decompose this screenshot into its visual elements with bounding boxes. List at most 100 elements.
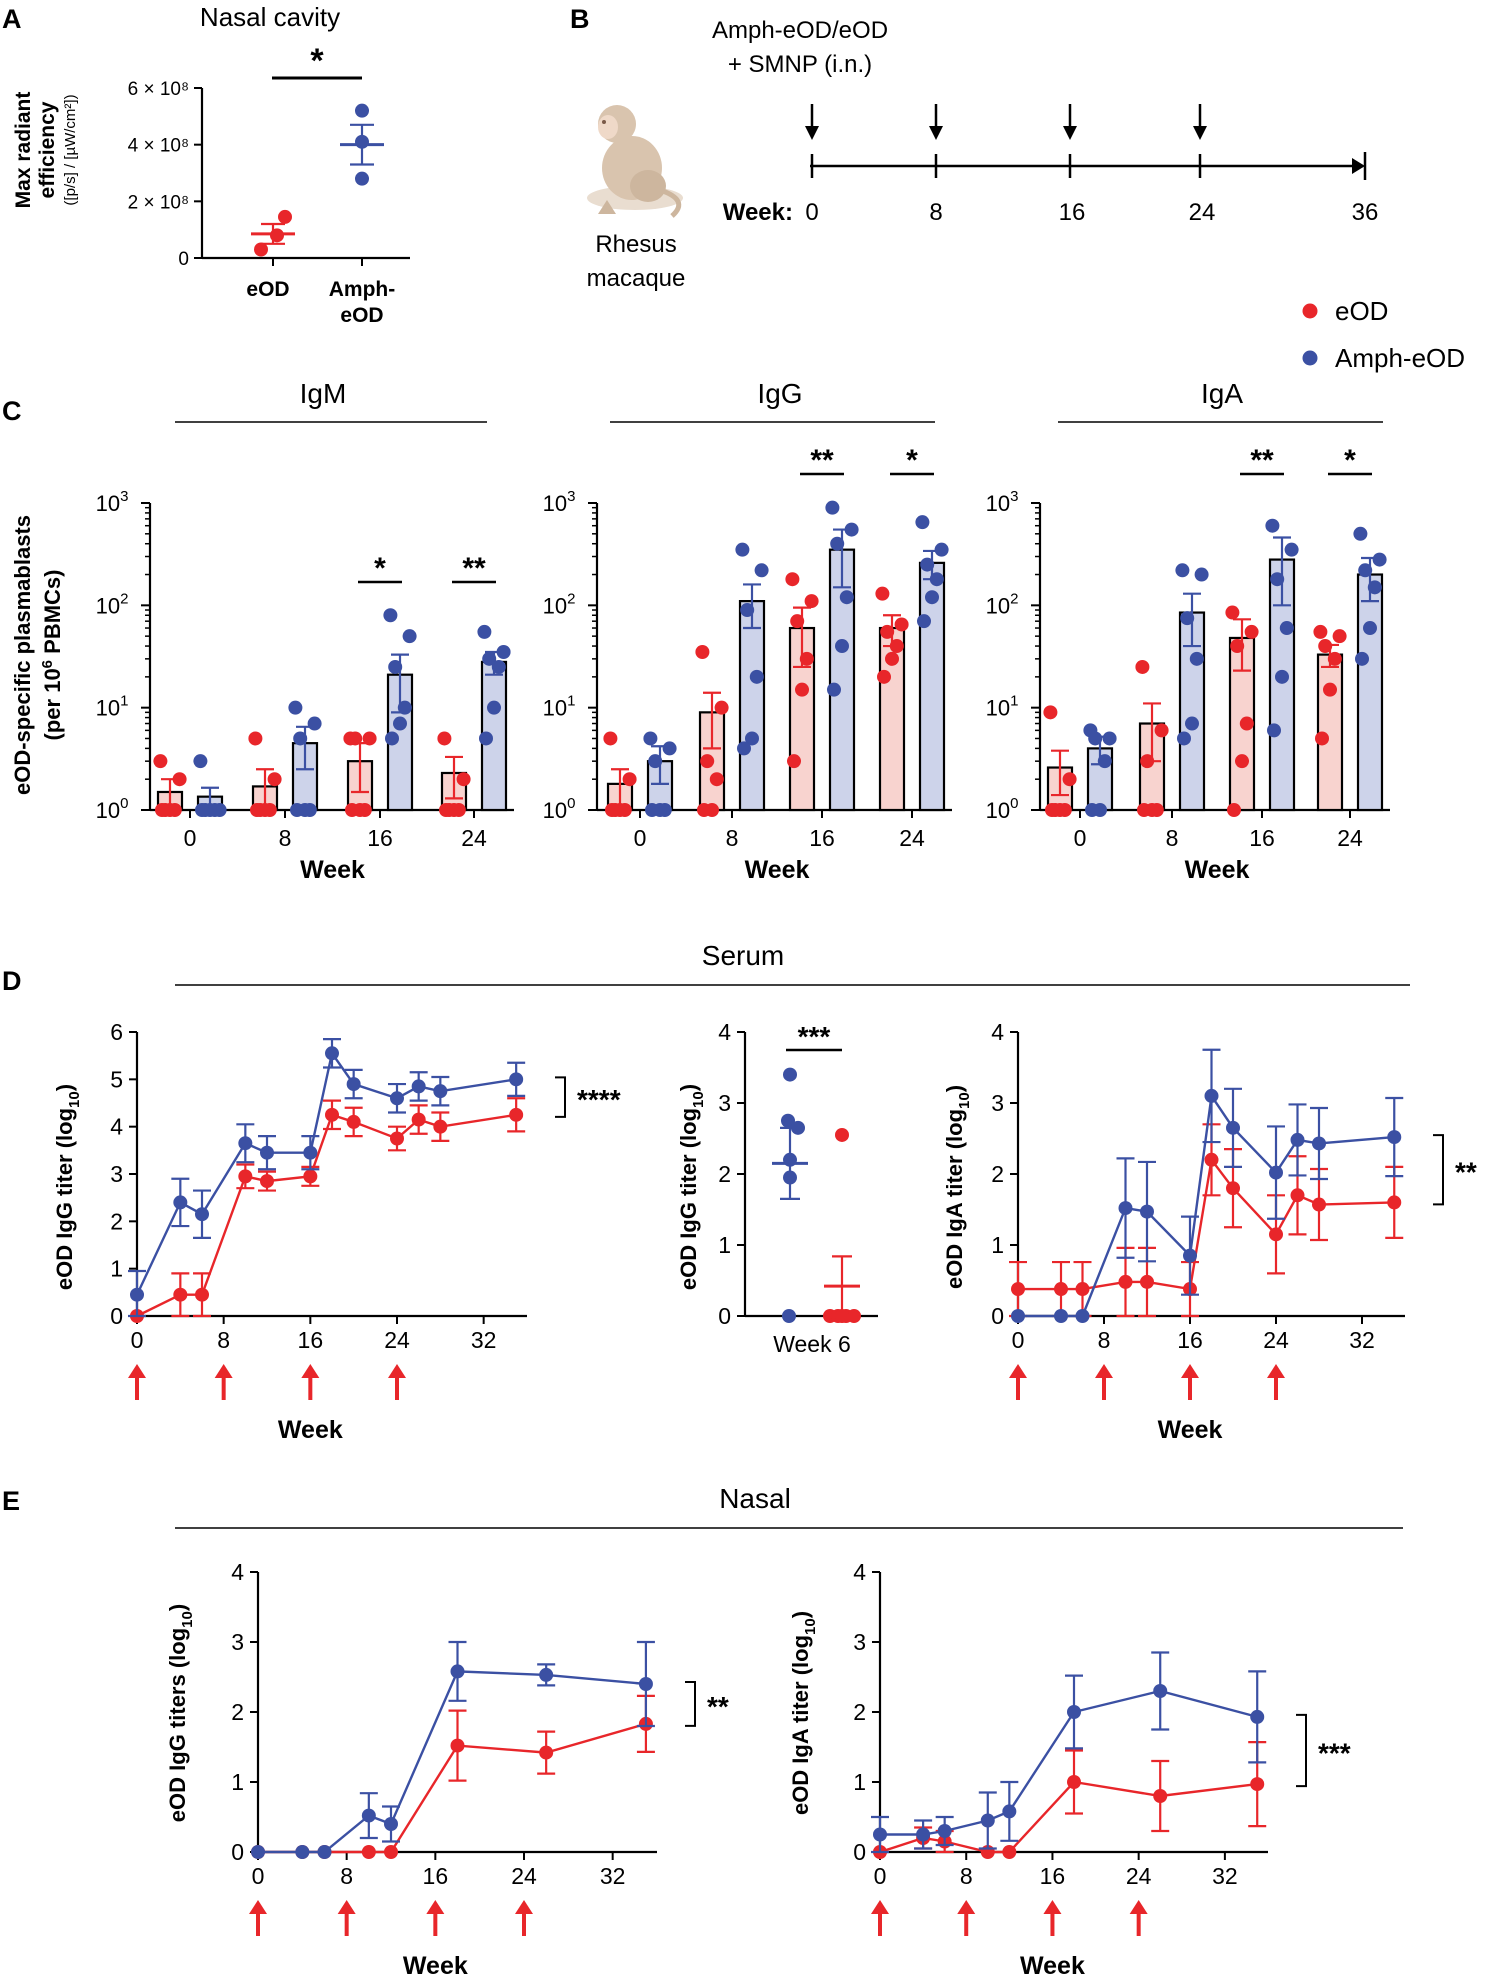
e-igg-sig-stars: **: [707, 1691, 729, 1722]
panel-c-data-point: [697, 803, 711, 817]
panel-e: E Nasal eOD IgG titers (log10) eOD IgA t…: [2, 1483, 1403, 1980]
e-iga-ytick-label: 3: [853, 1629, 866, 1655]
d-iga-data-point: [1312, 1197, 1326, 1212]
panel-c-data-point: [1140, 754, 1155, 769]
e-igg-data-point: [361, 1808, 376, 1823]
panel-c-data-point: [479, 731, 493, 746]
panel-c-data-point: [195, 803, 209, 817]
panel-c-data-point: [920, 557, 935, 572]
d-iga-xtick-label: 16: [1177, 1327, 1203, 1353]
panel-c-data-point: [709, 772, 724, 787]
panel-c-data-point: [1227, 803, 1241, 817]
panel-c-data-point: [348, 731, 363, 746]
panel-c-data-point: [894, 617, 909, 632]
e-iga-xlabel: Week: [1020, 1952, 1085, 1980]
e-igg-sig-bracket: [685, 1681, 696, 1727]
week6-data-point: [847, 1309, 861, 1323]
panel-c-bar: [878, 626, 906, 812]
d-igg-data-point: [509, 1072, 524, 1087]
week6-data-point: [783, 1067, 797, 1082]
d-igg-data-point: [433, 1119, 448, 1134]
panel-c-data-point: [482, 651, 497, 666]
e-igg-data-point: [539, 1745, 554, 1760]
d-iga-data-point: [1054, 1309, 1068, 1323]
panel-c-data-point: [830, 536, 845, 551]
panel-c-data-point: [795, 682, 809, 697]
panel-d: D Serum eOD IgG titer (log10) eOD IgG ti…: [2, 940, 1477, 1444]
panel-c-ytick-label: 103: [96, 488, 129, 516]
panel-b-animal-2: macaque: [587, 265, 686, 292]
d-iga-xtick-label: 24: [1263, 1327, 1289, 1353]
panel-c-data-point: [1154, 723, 1169, 738]
d-igg-vaccination-arrow-head: [301, 1364, 320, 1378]
d-igg-data-point: [303, 1169, 318, 1184]
week6-data-point: [835, 1127, 849, 1142]
panel-c-data-point: [290, 803, 304, 817]
d-iga-data-point: [1312, 1136, 1326, 1151]
panel-c-data-point: [193, 754, 208, 769]
panel-c-xlabel: Week: [300, 856, 365, 884]
e-iga-data-point: [937, 1824, 952, 1838]
panel-b-treatment-2: + SMNP (i.n.): [728, 51, 872, 78]
panel-c-ytick-exp: 2: [567, 590, 575, 607]
panel-c-ytick-label: 102: [986, 590, 1019, 618]
d-iga-xtick-label: 8: [1098, 1327, 1111, 1353]
e-iga-vaccination-arrow-head: [1043, 1900, 1062, 1914]
panel-a-ytick-label: 6 × 10⁸: [128, 79, 189, 100]
e-igg-xtick-label: 32: [600, 1863, 626, 1889]
panel-c-xtick-label: 24: [1337, 825, 1363, 851]
week6-ytick-label: 3: [718, 1090, 731, 1116]
e-iga-sig-bracket: [1296, 1713, 1307, 1788]
panel-c-ytick-base: 10: [96, 491, 120, 516]
panel-c-data-point: [1367, 580, 1382, 595]
panel-c-ytick-exp: 0: [567, 795, 575, 812]
panel-c-data-point: [477, 624, 492, 639]
panel-e-nasal-iga: 0 1 2 3 4 0 8 16 24 32 Week ***: [853, 1559, 1351, 1980]
panel-c-ytick-base: 10: [543, 696, 567, 721]
panel-c-ytick-exp: 1: [120, 693, 128, 710]
d-igg-data-point: [260, 1174, 274, 1189]
panel-c-data-point: [248, 731, 263, 746]
e-igg-ytick-label: 2: [231, 1699, 244, 1725]
d-igg-vaccination-arrow-head: [128, 1364, 146, 1378]
panel-letter-a: A: [2, 4, 22, 34]
panel-c-bar: [1356, 573, 1384, 812]
panel-a-ylabel-1: Max radiant: [12, 92, 35, 209]
panel-c-data-point: [1327, 651, 1342, 666]
timeline-arrowhead: [1352, 158, 1365, 174]
panel-c-data-point: [155, 803, 169, 817]
panel-c-data-point: [172, 772, 187, 787]
timeline-ticks: [805, 104, 1207, 178]
panel-c-ytick-base: 10: [543, 593, 567, 618]
panel-c-xtick-label: 0: [634, 825, 647, 851]
panel-e-iga-ylabel-close: ): [788, 1611, 813, 1618]
panel-e-iga-ylabel-sub: 10: [802, 1618, 819, 1635]
e-iga-sig-stars: ***: [1318, 1738, 1351, 1769]
panel-e-iga-ylabel: eOD IgA titer (log10): [788, 1611, 819, 1815]
d-igg-data-point: [238, 1169, 253, 1184]
panel-c-sig-stars: *: [906, 444, 918, 477]
e-iga-vaccination-arrow-head: [1129, 1900, 1148, 1914]
panel-a-plot: 0 2 × 10⁸ 4 × 10⁸ 6 × 10⁸: [128, 79, 410, 270]
e-igg-xtick-label: 16: [423, 1863, 449, 1889]
d-igg-xtick-label: 16: [298, 1327, 324, 1353]
week6-ytick-label: 0: [718, 1303, 731, 1329]
d-iga-data-point: [1387, 1130, 1402, 1145]
week6-sig-stars: ***: [798, 1021, 831, 1052]
d-iga-ytick-label: 1: [991, 1232, 1004, 1258]
timeline-week-8: 8: [929, 199, 942, 226]
panel-c-sig-stars: *: [374, 552, 386, 585]
panel-c-data-point: [1358, 563, 1373, 578]
d-iga-ytick-label: 4: [991, 1019, 1004, 1045]
panel-c-data-point: [385, 731, 399, 746]
panel-a-ytick-label: 2 × 10⁸: [128, 192, 189, 213]
panel-c-title: IgM: [300, 378, 347, 409]
d-igg-data-point: [195, 1287, 209, 1302]
panel-c-xtick-label: 24: [461, 825, 487, 851]
panel-d-w6-ylabel-main: eOD IgG titer (log: [676, 1108, 701, 1290]
d-igg-data-point: [411, 1079, 426, 1094]
panel-c-data-point: [804, 594, 819, 609]
panel-c-data-point: [288, 700, 303, 715]
d-igg-data-point: [411, 1112, 426, 1127]
